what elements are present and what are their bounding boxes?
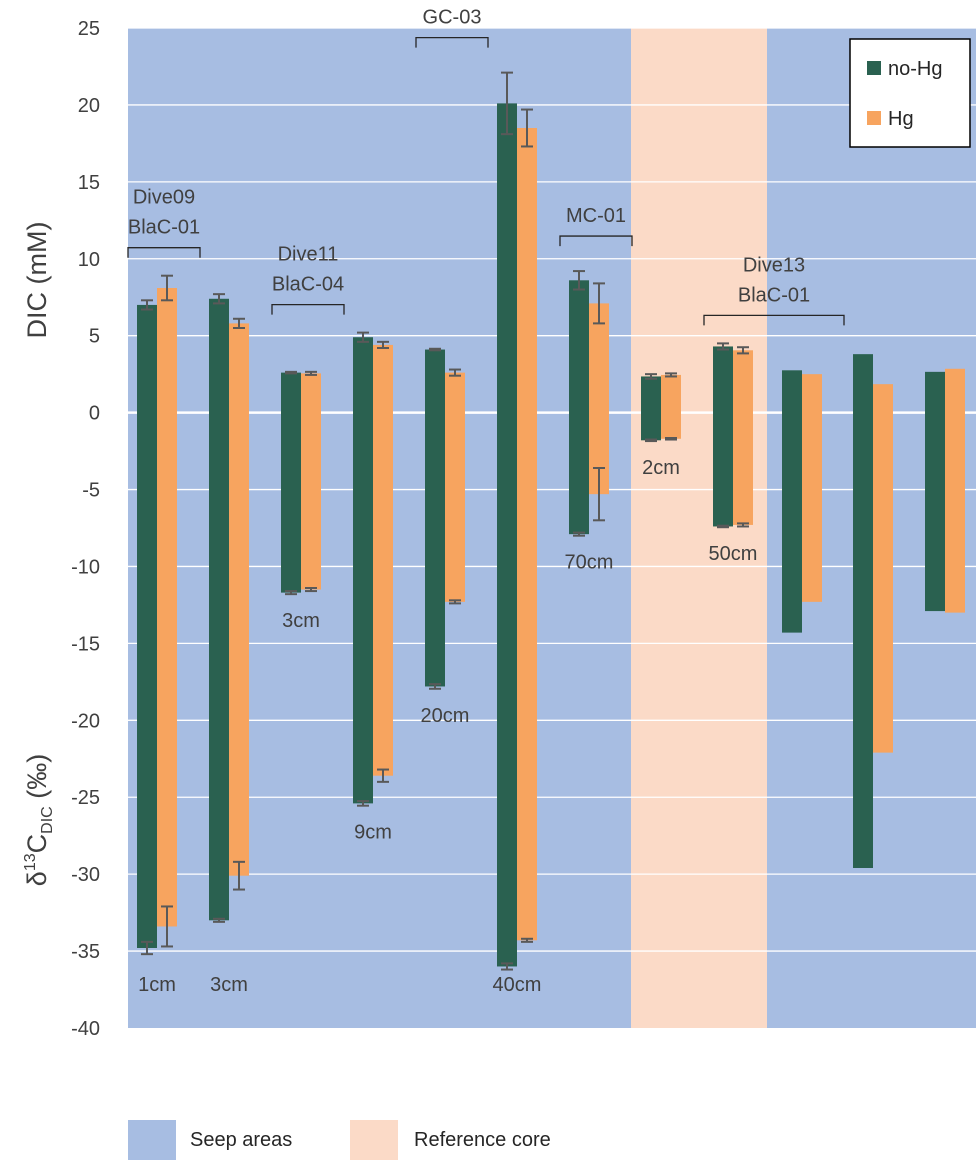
bar-no-hg — [281, 372, 301, 593]
y-tick-label: 15 — [78, 172, 100, 194]
depth-label: 70cm — [565, 552, 614, 574]
background-legend: Seep areas Reference core — [128, 1120, 551, 1160]
error-bars — [141, 71, 749, 971]
bar-hg — [873, 384, 893, 753]
reference-core-label: Reference core — [414, 1129, 551, 1151]
bar-hg — [229, 323, 249, 876]
core-bracket — [271, 303, 345, 315]
y-tick-label: -35 — [71, 941, 100, 963]
annotations: 1cm 3cm 3cm 9cm 20cm 40cm 70cm 2cm 50cm Dive09 Bla… — [127, 7, 845, 996]
bar-hg — [945, 368, 965, 613]
bar-no-hg — [569, 280, 589, 535]
core-bracket — [559, 235, 633, 247]
bar-no-hg — [853, 354, 873, 869]
core-label: BlaC-04 — [272, 274, 344, 296]
legend-box — [849, 38, 971, 148]
seep-areas-swatch — [128, 1120, 176, 1160]
bar-hg — [301, 373, 321, 590]
bar-no-hg — [497, 103, 517, 967]
bar-no-hg — [209, 298, 229, 921]
y-tick-label: -10 — [71, 556, 100, 578]
bar-hg — [802, 374, 822, 602]
bar-hg — [589, 303, 609, 495]
y-tick-label: -30 — [71, 864, 100, 886]
depth-label: 3cm — [282, 610, 320, 632]
y-tick-label: 10 — [78, 249, 100, 271]
legend-label-no-hg: no-Hg — [888, 58, 942, 80]
depth-label: 50cm — [709, 543, 758, 565]
core-bracket — [703, 314, 845, 326]
y-tick-label: 20 — [78, 95, 100, 117]
depth-label: 40cm — [493, 974, 542, 996]
bar-hg — [373, 344, 393, 776]
bar-no-hg — [713, 346, 733, 527]
seep-areas-label: Seep areas — [190, 1129, 292, 1151]
core-label: BlaC-01 — [738, 284, 810, 306]
y-tick-label: -15 — [71, 633, 100, 655]
reference-core-region — [631, 28, 767, 1028]
y-tick-label: -20 — [71, 710, 100, 732]
y-tick-label: -5 — [82, 480, 100, 502]
bars — [137, 103, 965, 967]
core-bracket — [127, 247, 201, 258]
core-label: Dive13 — [743, 254, 805, 276]
depth-label: 3cm — [210, 974, 248, 996]
bar-hg — [517, 128, 537, 941]
y-axis-label-dic: DIC (mM) — [22, 222, 52, 339]
depth-label: 9cm — [354, 822, 392, 844]
gridlines — [128, 27, 976, 952]
background-regions — [128, 28, 976, 1028]
legend-swatch-hg — [867, 111, 881, 125]
y-axis-label-d13c: δ13CDIC (‰) — [22, 754, 56, 886]
core-label: Dive11 — [278, 244, 339, 266]
depth-label: 2cm — [642, 457, 680, 479]
y-tick-label: 5 — [89, 326, 100, 348]
legend: no-Hg Hg — [849, 38, 971, 148]
bar-no-hg — [137, 304, 157, 948]
legend-swatch-no-hg — [867, 61, 881, 75]
core-label: BlaC-01 — [128, 217, 200, 239]
bar-no-hg — [353, 337, 373, 804]
y-tick-label: 25 — [78, 18, 100, 40]
bar-no-hg — [925, 371, 945, 612]
core-bracket — [415, 36, 489, 48]
reference-core-swatch — [350, 1120, 398, 1160]
core-label: Dive09 — [133, 187, 195, 209]
bar-no-hg — [782, 370, 802, 633]
y-tick-label: -25 — [71, 787, 100, 809]
bar-hg — [157, 288, 177, 927]
depth-label: 1cm — [138, 974, 176, 996]
legend-label-hg: Hg — [888, 108, 914, 130]
bar-hg — [445, 372, 465, 602]
bar-no-hg — [425, 349, 445, 687]
core-label: MC-01 — [566, 205, 626, 227]
y-tick-label: 0 — [89, 403, 100, 425]
bar-hg — [733, 350, 753, 525]
bar-no-hg — [641, 376, 661, 441]
y-tick-labels: 25 20 15 10 5 0 -5 -10 -15 -20 -25 -30 -35 -40 — [71, 18, 100, 1040]
core-label: GC-03 — [423, 7, 482, 29]
depth-label: 20cm — [421, 705, 470, 727]
y-tick-label: -40 — [71, 1018, 100, 1040]
bar-hg — [661, 374, 681, 439]
